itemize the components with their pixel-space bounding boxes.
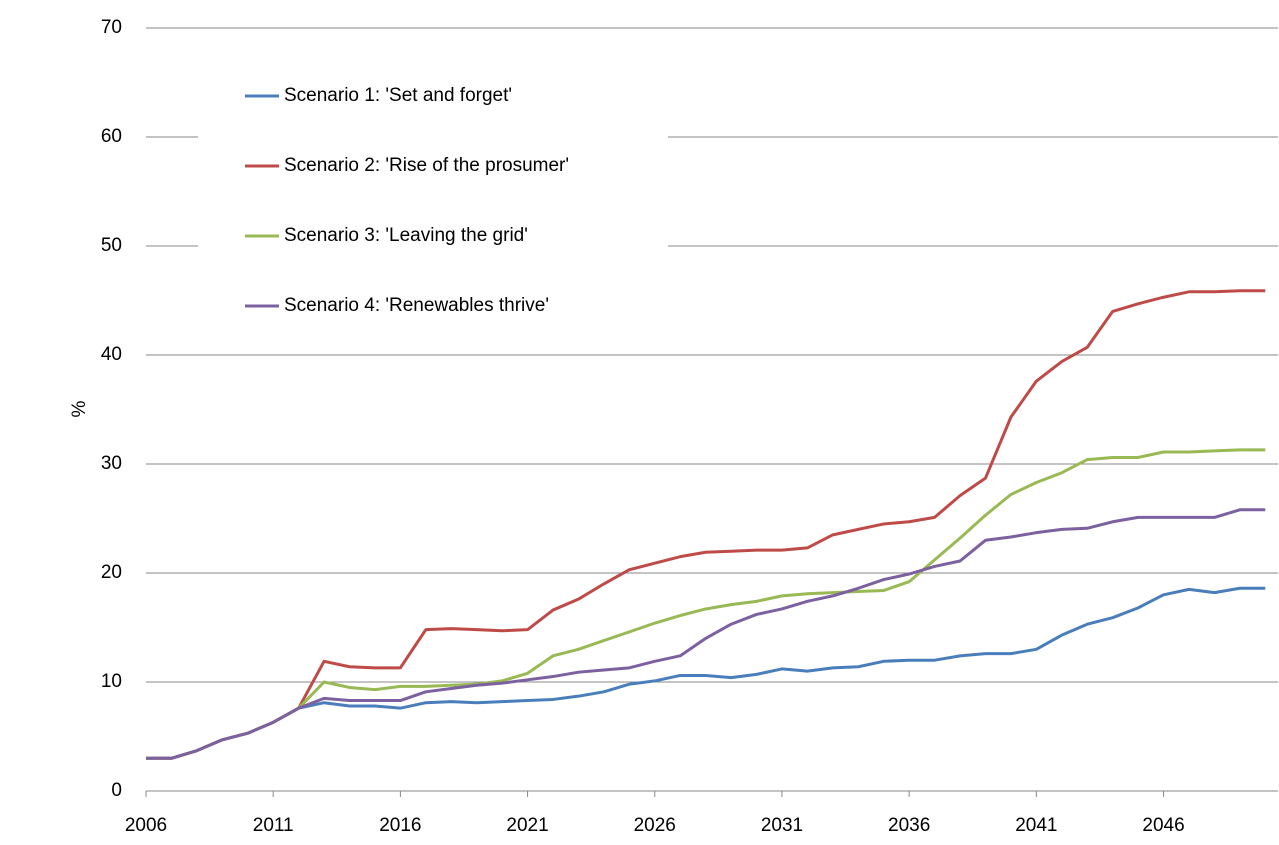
y-axis-label: %: [69, 400, 90, 417]
x-tick-label: 2026: [634, 815, 676, 836]
x-tick-label: 2006: [125, 815, 167, 836]
y-tick-label: 60: [101, 126, 122, 147]
legend-label: Scenario 1: 'Set and forget': [284, 85, 512, 106]
y-tick-label: 10: [101, 671, 122, 692]
x-tick-label: 2011: [253, 815, 294, 836]
x-tick-label: 2046: [1142, 815, 1184, 836]
series-line: [146, 289, 1266, 760]
legend-label: Scenario 4: 'Renewables thrive': [284, 295, 549, 316]
x-tick-label: 2031: [761, 815, 803, 836]
series-line: [146, 586, 1266, 760]
legend-label: Scenario 3: 'Leaving the grid': [284, 225, 528, 246]
legend-box: [198, 62, 668, 340]
x-tick-label: 2021: [506, 815, 548, 836]
x-tick-label: 2041: [1015, 815, 1057, 836]
y-tick-label: 20: [101, 562, 122, 583]
y-tick-label: 0: [111, 780, 122, 801]
y-tick-label: 50: [101, 235, 122, 256]
legend-label: Scenario 2: 'Rise of the prosumer': [284, 155, 569, 176]
y-tick-label: 70: [101, 17, 122, 38]
y-tick-label: 30: [101, 453, 122, 474]
x-tick-label: 2036: [888, 815, 930, 836]
series-line: [146, 508, 1266, 760]
x-tick-label: 2016: [379, 815, 421, 836]
series-line: [146, 448, 1266, 760]
y-tick-label: 40: [101, 344, 122, 365]
